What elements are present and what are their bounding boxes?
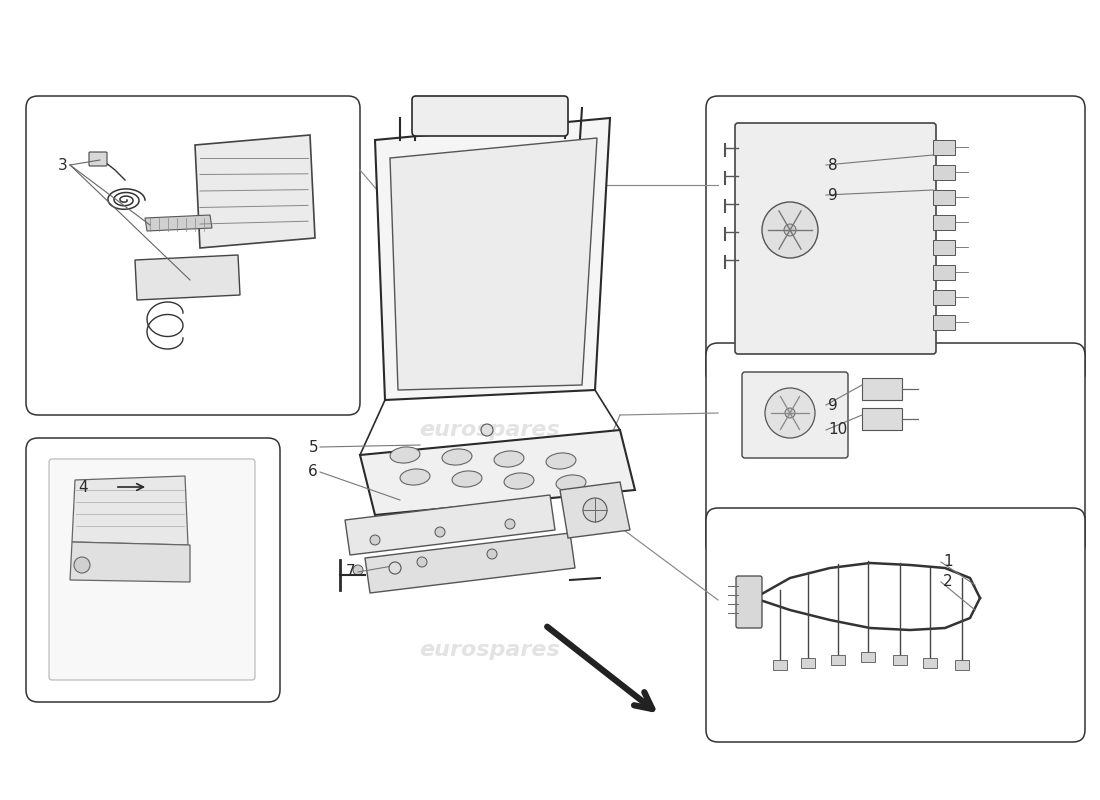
FancyBboxPatch shape	[50, 459, 255, 680]
Text: eurospares: eurospares	[800, 200, 940, 220]
Bar	[933, 140, 955, 155]
Text: 4: 4	[78, 479, 88, 494]
Polygon shape	[360, 430, 635, 515]
Bar	[955, 660, 969, 670]
FancyBboxPatch shape	[26, 438, 280, 702]
Circle shape	[481, 424, 493, 436]
Circle shape	[417, 557, 427, 567]
FancyBboxPatch shape	[736, 576, 762, 628]
Ellipse shape	[556, 475, 586, 491]
Text: 2: 2	[943, 574, 953, 590]
Circle shape	[434, 527, 446, 537]
Bar	[933, 165, 955, 180]
Text: 1: 1	[943, 554, 953, 570]
Text: 5: 5	[308, 439, 318, 454]
Bar	[933, 215, 955, 230]
Ellipse shape	[390, 447, 420, 463]
Circle shape	[389, 562, 402, 574]
Polygon shape	[145, 215, 212, 231]
Bar	[933, 240, 955, 255]
Polygon shape	[560, 482, 630, 538]
Bar	[933, 315, 955, 330]
FancyBboxPatch shape	[706, 343, 1085, 557]
Bar	[862, 408, 902, 430]
Circle shape	[487, 549, 497, 559]
Polygon shape	[390, 138, 597, 390]
Polygon shape	[375, 118, 610, 400]
FancyBboxPatch shape	[26, 96, 360, 415]
Polygon shape	[345, 495, 556, 555]
Bar	[923, 658, 937, 668]
Polygon shape	[365, 533, 575, 593]
Bar	[933, 290, 955, 305]
FancyBboxPatch shape	[742, 372, 848, 458]
Circle shape	[764, 388, 815, 438]
Text: eurospares: eurospares	[800, 600, 940, 620]
FancyBboxPatch shape	[706, 508, 1085, 742]
Text: eurospares: eurospares	[419, 205, 560, 225]
Text: 6: 6	[308, 465, 318, 479]
Bar	[933, 265, 955, 280]
Text: 7: 7	[345, 565, 355, 579]
Polygon shape	[70, 542, 190, 582]
Ellipse shape	[546, 453, 576, 469]
Ellipse shape	[442, 449, 472, 465]
Bar	[801, 658, 815, 668]
Bar	[893, 655, 907, 665]
Bar	[862, 378, 902, 400]
Ellipse shape	[400, 469, 430, 485]
Circle shape	[353, 565, 363, 575]
Text: 10: 10	[828, 422, 847, 438]
Polygon shape	[195, 135, 315, 248]
FancyBboxPatch shape	[706, 96, 1085, 385]
Circle shape	[505, 519, 515, 529]
Ellipse shape	[452, 471, 482, 487]
Ellipse shape	[494, 451, 524, 467]
Text: 9: 9	[828, 398, 838, 413]
Circle shape	[785, 408, 795, 418]
Text: eurospares: eurospares	[419, 640, 560, 660]
Text: eurospares: eurospares	[800, 420, 940, 440]
Text: 8: 8	[828, 158, 837, 173]
FancyBboxPatch shape	[412, 96, 568, 136]
Polygon shape	[135, 255, 240, 300]
Circle shape	[784, 224, 796, 236]
Circle shape	[583, 498, 607, 522]
Bar	[830, 655, 845, 665]
Circle shape	[74, 557, 90, 573]
Bar	[933, 190, 955, 205]
Text: eurospares: eurospares	[114, 245, 255, 265]
Text: 3: 3	[58, 158, 68, 173]
Text: eurospares: eurospares	[419, 420, 560, 440]
Circle shape	[370, 535, 379, 545]
Text: eurospares: eurospares	[75, 540, 216, 560]
FancyBboxPatch shape	[735, 123, 936, 354]
FancyBboxPatch shape	[89, 152, 107, 166]
Circle shape	[762, 202, 818, 258]
Text: 9: 9	[828, 187, 838, 202]
Ellipse shape	[504, 473, 534, 489]
Bar	[861, 652, 875, 662]
Polygon shape	[72, 476, 188, 545]
Bar	[773, 660, 786, 670]
